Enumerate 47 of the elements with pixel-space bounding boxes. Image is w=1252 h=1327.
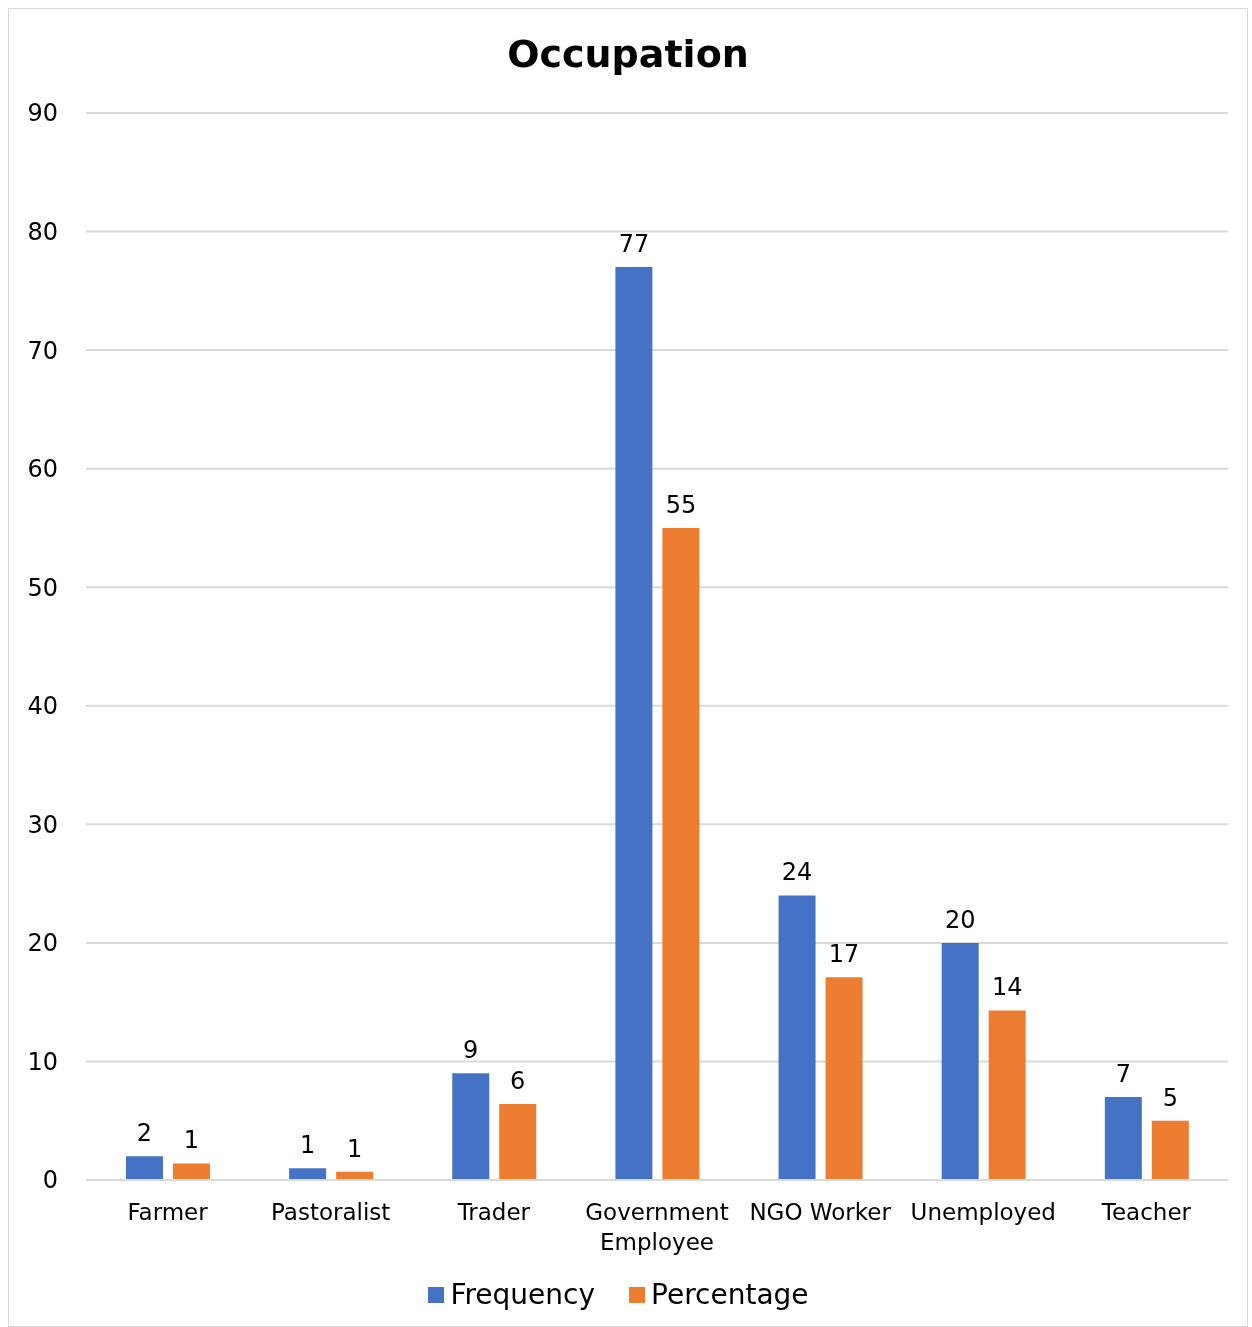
data-label: 14 bbox=[991, 973, 1023, 1002]
y-tick-label: 30 bbox=[27, 810, 58, 839]
data-label: 9 bbox=[463, 1036, 479, 1065]
data-label: 20 bbox=[944, 905, 976, 934]
x-tick-label: NGO Worker bbox=[749, 1199, 892, 1226]
bar bbox=[662, 527, 700, 1180]
bar bbox=[1104, 1097, 1142, 1180]
data-label: 6 bbox=[510, 1067, 526, 1096]
bar bbox=[615, 267, 653, 1180]
bar bbox=[1151, 1120, 1189, 1180]
x-tick-label: Unemployed bbox=[910, 1199, 1056, 1226]
bar bbox=[499, 1104, 537, 1180]
chart-title: Occupation bbox=[506, 31, 750, 77]
data-label: 17 bbox=[828, 940, 860, 969]
y-tick-label: 0 bbox=[42, 1166, 58, 1195]
y-tick-label: 20 bbox=[27, 929, 58, 958]
y-tick-label: 40 bbox=[27, 692, 58, 721]
x-tick-label: Trader bbox=[456, 1199, 531, 1226]
y-tick-label: 90 bbox=[27, 99, 58, 128]
data-label: 1 bbox=[299, 1131, 316, 1160]
x-tick-label: Farmer bbox=[127, 1199, 209, 1226]
bar bbox=[988, 1010, 1026, 1180]
x-tick-label: Teacher bbox=[1100, 1199, 1192, 1226]
bar bbox=[452, 1073, 490, 1180]
bar bbox=[289, 1168, 327, 1180]
data-label: 2 bbox=[136, 1119, 153, 1148]
bar bbox=[778, 895, 816, 1180]
data-label: 5 bbox=[1162, 1083, 1178, 1112]
bar bbox=[941, 942, 979, 1180]
x-tick-label: Pastoralist bbox=[271, 1199, 391, 1226]
data-label: 55 bbox=[665, 490, 697, 519]
bar bbox=[825, 977, 863, 1180]
y-tick-label: 60 bbox=[27, 455, 58, 484]
y-tick-label: 50 bbox=[27, 573, 58, 602]
y-tick-label: 10 bbox=[27, 1047, 58, 1076]
data-label: 24 bbox=[781, 858, 813, 887]
y-tick-label: 70 bbox=[27, 336, 58, 365]
x-tick-label: Government Employee bbox=[585, 1199, 729, 1256]
legend-label: Frequency bbox=[450, 1277, 596, 1313]
data-label: 1 bbox=[183, 1126, 200, 1155]
y-tick-label: 80 bbox=[27, 217, 58, 246]
bar bbox=[172, 1163, 210, 1180]
data-label: 1 bbox=[346, 1134, 363, 1163]
data-label: 7 bbox=[1115, 1060, 1131, 1089]
data-label: 77 bbox=[618, 230, 650, 259]
legend-label: Percentage bbox=[651, 1277, 809, 1313]
bar bbox=[125, 1156, 163, 1180]
